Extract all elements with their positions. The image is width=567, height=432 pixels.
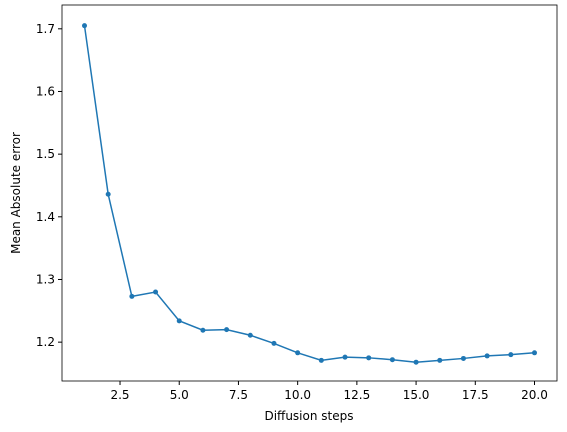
point (82, 23, 87, 29)
x-tick-label: 20.0 (521, 388, 548, 402)
point (200, 327, 206, 333)
y-tick-label: 1.7 (36, 22, 55, 36)
x-tick-label: 7.5 (229, 388, 248, 402)
y-tick-label: 1.4 (36, 210, 55, 224)
point (318, 357, 324, 363)
line (83, 25, 535, 363)
point (460, 355, 466, 361)
point (413, 359, 419, 365)
point (389, 357, 395, 363)
point (437, 357, 443, 363)
point (153, 289, 159, 295)
point (295, 350, 301, 356)
y-tick-label: 1.3 (36, 272, 55, 286)
point (247, 332, 253, 338)
x-tick-label: 2.5 (110, 388, 129, 402)
x-tick-label: 17.5 (462, 388, 489, 402)
point (342, 354, 348, 360)
point (532, 350, 537, 356)
x-axis-label: Diffusion steps (264, 409, 353, 423)
y-axis-label: Mean Absolute error (9, 132, 23, 254)
point (224, 327, 230, 333)
y-tick-label: 1.6 (36, 84, 55, 98)
point (484, 353, 490, 359)
point (508, 352, 514, 358)
y-tick-label: 1.5 (36, 147, 55, 161)
x-tick-label: 15.0 (403, 388, 430, 402)
point (271, 340, 277, 346)
x-tick-label: 5.0 (170, 388, 189, 402)
x-tick-label: 12.5 (344, 388, 371, 402)
point (176, 318, 182, 324)
point (129, 293, 135, 299)
plot-frame (61, 4, 558, 382)
x-tick-label: 10.0 (284, 388, 311, 402)
point (105, 191, 111, 197)
point (366, 355, 372, 361)
y-tick-label: 1.2 (36, 335, 55, 349)
